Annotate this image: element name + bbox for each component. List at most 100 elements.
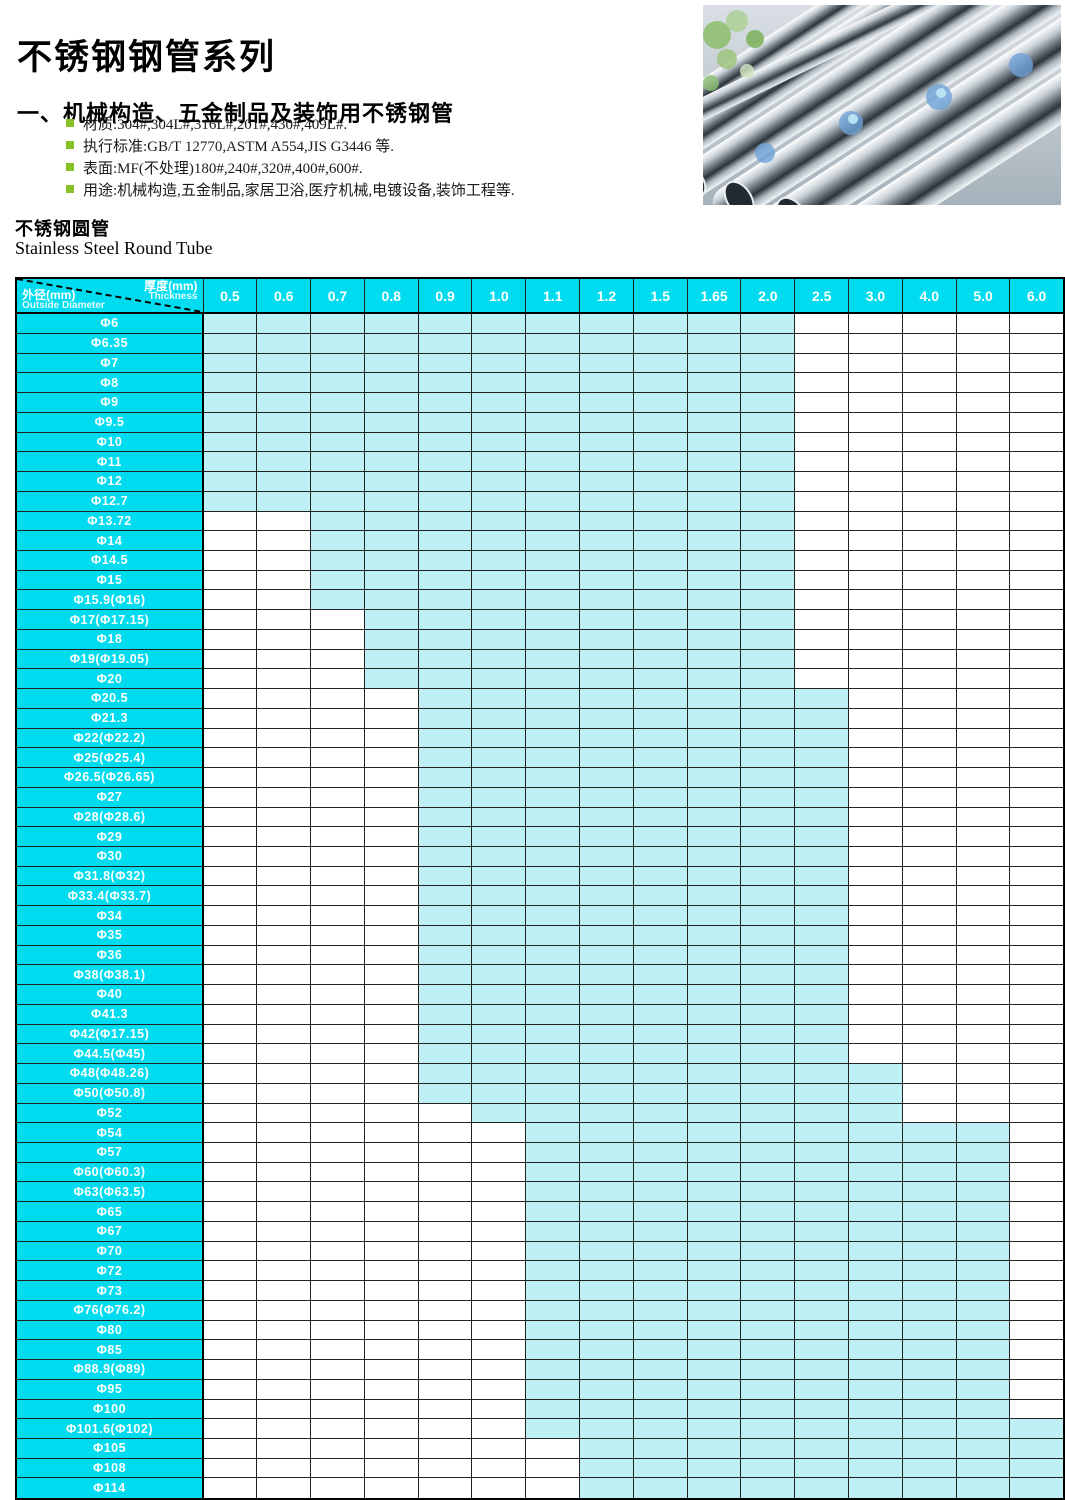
size-cell xyxy=(686,648,742,670)
size-cell xyxy=(525,589,581,611)
size-cell xyxy=(794,1201,850,1222)
size-cell xyxy=(417,372,473,394)
size-cell xyxy=(686,806,742,828)
row-label: Φ6 xyxy=(15,312,204,334)
size-cell xyxy=(955,786,1011,808)
column-header: 0.8 xyxy=(363,277,419,314)
size-cell xyxy=(256,786,312,808)
size-cell xyxy=(417,885,473,907)
size-cell xyxy=(202,1339,258,1361)
size-cell xyxy=(1009,648,1065,670)
size-cell xyxy=(848,628,903,650)
size-cell xyxy=(686,530,742,551)
size-cell xyxy=(471,688,527,709)
size-cell xyxy=(848,668,903,690)
row-label: Φ73 xyxy=(15,1280,204,1301)
size-cell xyxy=(632,1299,688,1321)
size-cell xyxy=(740,826,796,847)
size-cell xyxy=(202,688,258,709)
size-cell xyxy=(848,1339,903,1361)
size-cell xyxy=(632,905,688,926)
size-cell xyxy=(256,1082,312,1104)
spec-item: 材质:304#,304L#,316L#,201#,430#,409L#. xyxy=(66,112,515,134)
size-cell xyxy=(417,392,473,413)
size-cell xyxy=(955,411,1011,433)
size-cell xyxy=(848,609,903,630)
size-cell xyxy=(740,411,796,433)
size-cell xyxy=(848,1063,903,1084)
size-cell xyxy=(632,1063,688,1084)
size-cell xyxy=(471,510,527,532)
size-cell xyxy=(848,1220,903,1242)
size-cell xyxy=(686,1102,742,1124)
size-cell xyxy=(256,589,312,611)
size-cell xyxy=(310,451,365,473)
size-cell xyxy=(794,372,850,394)
row-label: Φ18 xyxy=(15,628,204,650)
size-cell xyxy=(740,1063,796,1084)
size-cell xyxy=(901,1201,957,1222)
size-cell xyxy=(202,1319,258,1341)
size-cell xyxy=(632,1082,688,1104)
size-cell xyxy=(202,1418,258,1440)
bullet-square-icon xyxy=(66,185,74,193)
size-cell xyxy=(471,628,527,650)
size-cell xyxy=(632,747,688,769)
size-cell xyxy=(202,747,258,769)
size-cell xyxy=(310,1359,365,1380)
size-cell xyxy=(955,1161,1011,1183)
size-cell xyxy=(1009,944,1065,966)
row-label: Φ6.35 xyxy=(15,332,204,354)
table-row: Φ17(Φ17.15) xyxy=(15,609,1065,630)
row-label: Φ52 xyxy=(15,1102,204,1124)
row-label: Φ48(Φ48.26) xyxy=(15,1063,204,1084)
size-cell xyxy=(848,1043,903,1065)
size-cell xyxy=(363,1398,419,1420)
size-cell xyxy=(794,1023,850,1045)
size-cell xyxy=(471,826,527,847)
size-cell xyxy=(525,609,581,630)
size-cell xyxy=(686,451,742,473)
size-cell xyxy=(417,1142,473,1163)
size-cell xyxy=(310,1142,365,1163)
column-header: 6.0 xyxy=(1009,277,1065,314)
size-cell xyxy=(794,845,850,867)
diameter-label-zh: 外径(mm) xyxy=(22,288,76,302)
size-cell xyxy=(794,628,850,650)
table-row: Φ9 xyxy=(15,392,1065,413)
size-cell xyxy=(471,747,527,769)
section-heading: 一、机械构造、五金制品及装饰用不锈钢管 xyxy=(17,101,455,127)
size-cell xyxy=(202,589,258,611)
row-label: Φ27 xyxy=(15,786,204,808)
size-cell xyxy=(955,431,1011,453)
row-label: Φ28(Φ28.6) xyxy=(15,806,204,828)
size-cell xyxy=(794,865,850,887)
size-cell xyxy=(955,944,1011,966)
size-cell xyxy=(794,1398,850,1420)
size-cell xyxy=(686,707,742,729)
size-cell xyxy=(417,845,473,867)
size-cell xyxy=(579,1181,634,1203)
size-cell xyxy=(955,510,1011,532)
table-row: Φ10 xyxy=(15,431,1065,453)
size-cell xyxy=(955,885,1011,907)
table-row: Φ42(Φ17.15) xyxy=(15,1023,1065,1045)
table-row: Φ9.5 xyxy=(15,411,1065,433)
size-cell xyxy=(1009,1339,1065,1361)
size-cell xyxy=(202,1457,258,1479)
size-cell xyxy=(955,964,1011,986)
table-row: Φ38(Φ38.1) xyxy=(15,964,1065,986)
size-cell xyxy=(848,1201,903,1222)
size-cell xyxy=(579,1418,634,1440)
size-cell xyxy=(901,1339,957,1361)
size-cell xyxy=(579,1220,634,1242)
size-cell xyxy=(310,707,365,729)
size-cell xyxy=(202,1438,258,1459)
size-cell xyxy=(848,1398,903,1420)
size-cell xyxy=(848,411,903,433)
size-cell xyxy=(471,984,527,1005)
size-cell xyxy=(740,1319,796,1341)
size-cell xyxy=(417,1280,473,1301)
size-cell xyxy=(525,806,581,828)
size-cell xyxy=(955,1457,1011,1479)
